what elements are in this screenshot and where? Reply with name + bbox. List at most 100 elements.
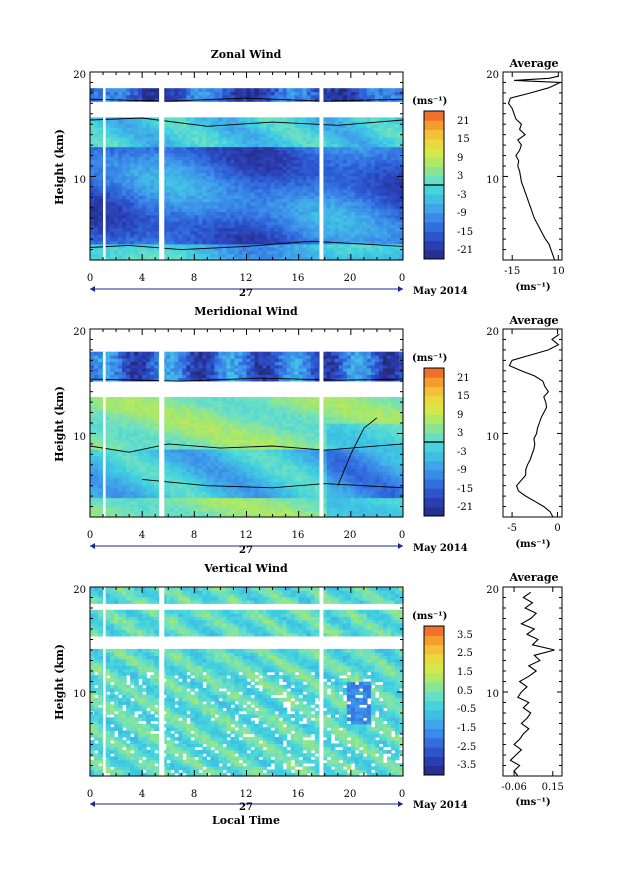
heatmap-cell [290,182,296,187]
heatmap-cell [94,117,99,122]
heatmap-cell [378,162,384,167]
heatmap-cell [142,185,147,190]
heatmap-cell [386,188,392,193]
heatmap-cell [154,224,159,229]
heatmap-cell [286,117,292,122]
heatmap-cell [286,253,292,258]
heatmap-cell [270,188,276,193]
heatmap-cell [98,461,103,466]
heatmap-cell [114,198,119,203]
heatmap-cell [266,195,272,200]
heatmap-cell [346,256,352,261]
heatmap-cell [106,195,111,200]
heatmap-cell [190,243,195,248]
heatmap-cell [350,123,356,128]
heatmap-cell [146,182,151,187]
heatmap-cell [394,136,400,141]
heatmap-cell [314,243,320,248]
heatmap-cell [178,123,183,128]
heatmap-cell [250,214,256,219]
heatmap-cell [162,237,167,242]
heatmap-cell [150,211,155,216]
heatmap-cell [298,88,304,93]
heatmap-cell [358,136,364,141]
heatmap-cell [134,247,139,251]
heatmap-cell [274,211,280,216]
colorbar-bin [424,148,444,158]
heatmap-cell [122,91,127,96]
heatmap-cell [278,247,284,251]
heatmap-cell [226,156,232,161]
heatmap-cell [234,253,240,258]
heatmap-cell [326,146,332,151]
heatmap-cell [226,188,232,193]
heatmap-cell [270,117,276,122]
heatmap-cell [106,474,111,479]
heatmap-cell [154,94,159,99]
heatmap-cell [342,169,348,174]
heatmap-cell [194,130,199,135]
heatmap-cell [154,146,159,151]
heatmap-cell [226,172,232,177]
heatmap-cell [354,91,360,96]
heatmap-cell [222,204,228,209]
colorbar-bin [424,185,444,195]
heatmap-cell [250,143,256,148]
heatmap-cell [218,188,224,193]
heatmap-cell [230,221,236,225]
heatmap-cell [266,146,272,151]
heatmap-cell [310,140,316,144]
heatmap-cell [334,94,340,99]
heatmap-cell [238,127,244,131]
heatmap-cell [182,153,187,157]
heatmap-cell [118,156,123,161]
heatmap-cell [366,201,372,206]
heatmap-cell [178,159,183,164]
heatmap-cell [274,130,280,135]
heatmap-cell [270,195,276,200]
heatmap-cell [394,153,400,157]
heatmap-cell [362,214,368,219]
heatmap-cell [298,195,304,200]
heatmap-cell [234,214,240,219]
zero-contour [89,97,404,102]
heatmap-cell [210,214,215,219]
heatmap-cell [222,243,228,248]
heatmap-cell [330,230,336,235]
heatmap-cell [186,130,191,135]
heatmap-cell [374,178,380,183]
heatmap-cell [174,204,179,209]
x-tick-0: 0 [87,273,93,284]
heatmap-cell [270,198,276,203]
heatmap-cell [310,136,316,141]
heatmap-cell [338,94,344,99]
heatmap-cell [326,191,332,196]
heatmap-cell [214,250,220,255]
heatmap-cell [394,146,400,151]
heatmap-cell [130,211,135,216]
heatmap-cell [114,240,119,245]
heatmap-cell [274,133,280,138]
heatmap-cell [278,214,284,219]
heatmap-cell [298,159,304,164]
heatmap-cell [182,217,187,222]
heatmap-cell [346,227,352,232]
heatmap-cell [354,166,360,170]
heatmap-cell [134,224,139,229]
heatmap-cell [162,97,167,102]
heatmap-cell [186,243,191,248]
heatmap-cell [150,140,155,144]
heatmap-cell [90,461,95,466]
heatmap-cell [130,149,135,154]
heatmap-cell [162,120,167,125]
heatmap-cell [370,221,376,225]
heatmap-cell [334,208,340,212]
heatmap-cell [130,230,135,235]
heatmap-cell [370,178,376,183]
heatmap-cell [266,149,272,154]
heatmap-cell [322,227,328,232]
heatmap-cell [194,140,199,144]
heatmap-cell [246,191,252,196]
heatmap-cell [390,234,396,238]
heatmap-cell [394,188,400,193]
